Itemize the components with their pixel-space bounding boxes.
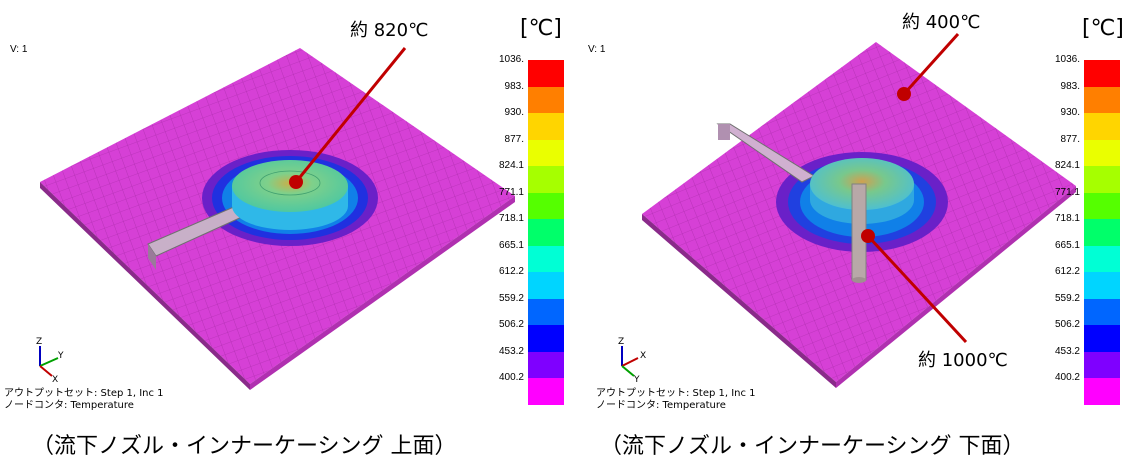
legend-tick-label: 453.2 [1054,345,1080,357]
legend-tick-label: 983. [1060,80,1080,92]
legend-tick-label: 718.1 [1054,213,1080,224]
plate-edge [642,214,836,388]
legend-tick-label: 559.2 [498,292,524,304]
nozzle-channel-wall [718,124,730,140]
axis-x [621,357,639,367]
axis-y [621,365,635,377]
caption: （流下ノズル・インナーケーシング 上面） [32,434,457,459]
legend-tick-label: 824.1 [1054,160,1080,171]
legend-swatch [528,245,564,272]
legend-tick-label: 453.2 [498,345,524,357]
legend-swatch [528,378,564,405]
legend-swatch [528,219,564,246]
caption: （流下ノズル・インナーケーシング 下面） [600,434,1025,459]
legend-tick-label: 718.1 [498,213,524,224]
left-panel: V: 1 [℃] 約 820℃ Z Y X アウトプットセット: Step 1,… [0,0,566,459]
view-label: V: 1 [588,44,606,55]
legend-tick-label: 877. [504,133,524,145]
plate-edge [836,186,1076,388]
legend-tick-label: 665.1 [1054,239,1080,251]
pointer-dot-top [897,87,911,101]
disk-inner [259,170,321,196]
plate-edge [250,196,515,390]
node-contour-label: ノードコンタ: Temperature [4,400,134,411]
output-set-label: アウトプットセット: Step 1, Inc 1 [4,388,164,399]
node-contour-label: ノードコンタ: Temperature [596,400,726,411]
right-fem-model [621,32,1076,388]
legend-swatch [1084,113,1120,140]
unit-label: [℃] [1082,16,1124,41]
legend-tick-label: 400.2 [1054,372,1080,383]
legend-swatch [1084,166,1120,193]
legend-swatch [528,139,564,166]
legend-swatch [528,325,564,352]
legend-tick-label: 771.1 [1054,186,1080,198]
legend-tick-label: 559.2 [1054,292,1080,304]
legend-swatch [1084,192,1120,219]
axis-label-z: Z [36,337,43,347]
legend-tick-label: 506.2 [498,319,524,330]
annotation-1000: 約 1000℃ [918,350,1008,371]
view-label: V: 1 [10,44,28,55]
pointer-line-top [902,32,960,96]
legend-tick-label: 930. [504,107,524,118]
legend-swatch [1084,272,1120,299]
legend-tick-label: 612.2 [498,266,524,277]
axis-label-z: Z [618,337,625,347]
legend-swatch [1084,60,1120,87]
pointer-line [294,47,407,183]
axis-x [39,365,53,377]
legend-swatch [528,272,564,299]
legend-swatch [528,166,564,193]
pointer-line-bottom [866,234,968,344]
nozzle-tube-end [852,277,866,283]
legend-swatch [528,298,564,325]
output-set-label: アウトプットセット: Step 1, Inc 1 [596,388,756,399]
nozzle-channel-wall [148,244,156,270]
legend-swatch [528,113,564,140]
legend-tick-label: 877. [1060,133,1080,145]
legend-tick-label: 665.1 [498,239,524,251]
pointer-dot-bottom [861,229,875,243]
legend-swatch [1084,298,1120,325]
legend-swatch [1084,245,1120,272]
annotation-820: 約 820℃ [350,20,429,41]
legend-swatch [1084,86,1120,113]
legend-swatch [1084,139,1120,166]
legend-swatch [528,192,564,219]
axis-label-y: Y [634,375,640,385]
legend-swatch [528,60,564,87]
legend-tick-label: 983. [504,80,524,92]
legend-tick-label: 1036. [1054,54,1080,65]
axis-label-y: Y [58,351,64,361]
disk-top [232,160,348,212]
legend-tick-label: 400.2 [498,372,524,383]
legend-swatch [1084,378,1120,405]
legend-swatch [1084,351,1120,378]
legend-swatch [1084,325,1120,352]
legend-swatch [528,351,564,378]
legend-tick-label: 506.2 [1054,319,1080,330]
legend-tick-label: 771.1 [498,186,524,198]
axis-label-x: X [52,375,59,385]
legend-swatch [528,86,564,113]
legend-swatch [1084,219,1120,246]
right-panel: V: 1 [℃] 約 400℃ 約 1000℃ Z X Y アウトプットセット:… [566,0,1132,459]
legend-tick-label: 612.2 [1054,266,1080,277]
legend-tick-label: 930. [1060,107,1080,118]
axis-y [39,357,59,367]
unit-label: [℃] [520,16,562,41]
plate-edge [40,182,250,390]
annotation-400: 約 400℃ [902,12,981,33]
pointer-dot [289,175,303,189]
axis-label-x: X [640,351,647,361]
left-fem-model [39,47,515,390]
legend-tick-label: 824.1 [498,160,524,171]
legend-tick-label: 1036. [498,54,524,65]
